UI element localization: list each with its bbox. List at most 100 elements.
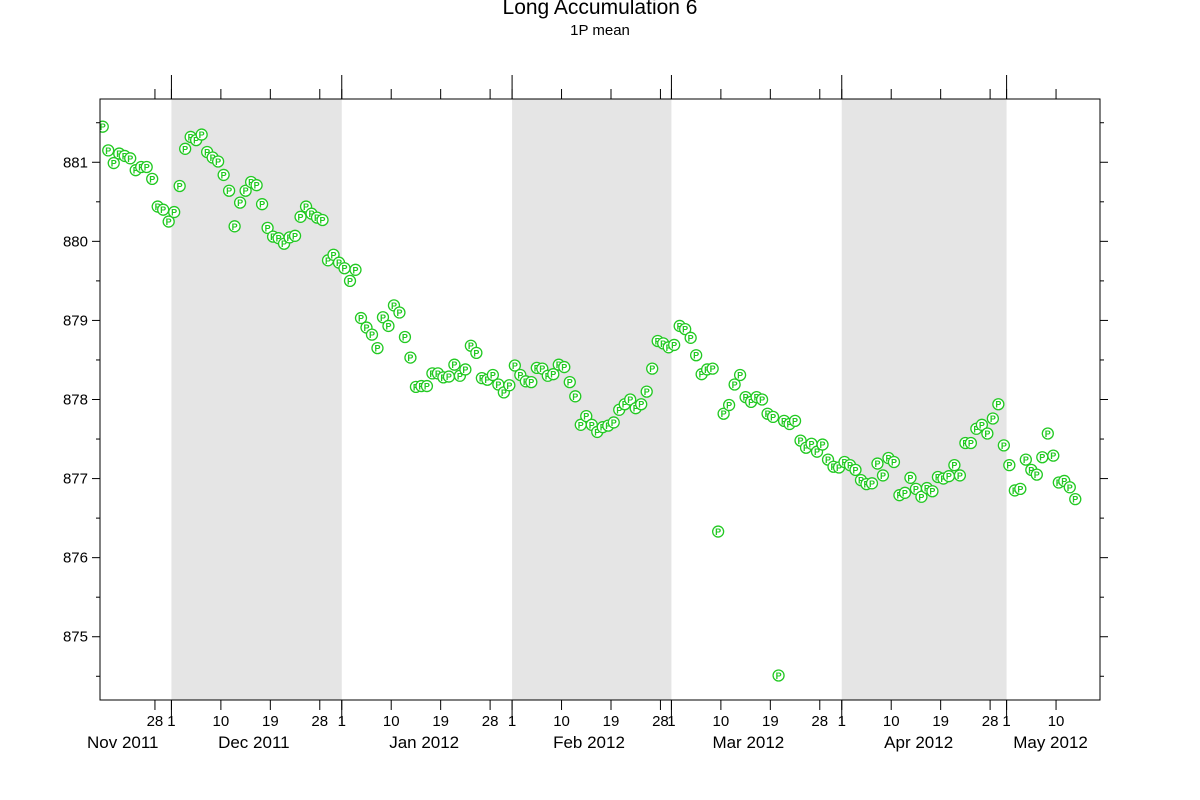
data-point: P (574, 418, 587, 431)
data-point-marker: P (649, 364, 655, 374)
data-point-marker: P (243, 186, 249, 196)
data-point-marker: P (281, 239, 287, 249)
data-point-marker: P (210, 153, 216, 163)
x-tick-label: 1 (838, 713, 846, 730)
data-point-marker: P (171, 208, 177, 218)
data-point-marker: P (550, 370, 556, 380)
y-tick-label: 876 (63, 550, 88, 567)
x-month-label: Feb 2012 (553, 733, 625, 752)
data-point-marker: P (907, 473, 913, 483)
data-point-marker: P (561, 363, 567, 373)
data-point-marker: P (105, 146, 111, 156)
data-point-marker: P (929, 487, 935, 497)
data-point: P (706, 362, 719, 375)
data-point-marker: P (1017, 484, 1023, 494)
data-point: P (459, 363, 472, 376)
data-point: P (1014, 482, 1027, 496)
data-point: P (162, 215, 175, 228)
data-point: P (354, 311, 368, 325)
data-point: P (624, 393, 637, 406)
x-tick-label: 28 (147, 713, 164, 730)
y-tick-label: 879 (63, 312, 88, 329)
data-point: P (157, 203, 170, 216)
data-point: P (525, 375, 538, 389)
data-point-marker: P (484, 375, 490, 385)
data-point: P (398, 330, 412, 344)
data-point-marker: P (133, 166, 139, 176)
data-point: P (640, 385, 653, 398)
data-point-marker: P (803, 443, 809, 453)
x-month-label: Dec 2011 (218, 733, 290, 752)
data-point-marker: P (396, 308, 402, 318)
x-tick-label: 1 (338, 713, 346, 730)
data-point-marker: P (869, 479, 875, 489)
x-tick-label: 10 (383, 713, 400, 730)
data-point-marker: P (1006, 461, 1012, 471)
x-tick-label: 28 (982, 713, 999, 730)
plot-frame (99, 98, 1101, 701)
data-point: P (547, 368, 560, 381)
data-point: P (788, 414, 802, 428)
data-point-marker: P (199, 130, 205, 140)
data-point-marker: P (732, 380, 738, 390)
data-point: P (898, 486, 912, 499)
data-point-marker: P (874, 459, 880, 469)
data-point-marker: P (627, 395, 633, 405)
data-point-marker: P (918, 492, 924, 502)
y-tick-label: 880 (63, 233, 88, 250)
data-point: P (728, 378, 741, 391)
data-point: P (503, 379, 516, 392)
data-point-marker: P (358, 314, 364, 324)
y-tick-label: 875 (63, 629, 88, 646)
data-point-marker: P (957, 471, 963, 481)
data-point-marker: P (385, 321, 391, 331)
data-point: P (646, 362, 659, 375)
data-point-marker: P (127, 154, 133, 164)
x-tick-label: 28 (482, 713, 499, 730)
data-point-marker: P (473, 348, 479, 358)
data-point: P (365, 328, 379, 341)
data-point-marker: P (402, 333, 408, 343)
data-point: P (233, 196, 247, 209)
data-point: P (569, 390, 582, 403)
data-point: P (140, 160, 153, 174)
data-point-marker: P (457, 371, 463, 381)
data-point-marker: P (182, 144, 188, 154)
data-point-marker: P (737, 370, 743, 380)
data-point-marker: P (435, 369, 441, 379)
data-point-marker: P (259, 200, 265, 210)
data-point: P (371, 341, 384, 355)
data-point: P (228, 220, 241, 233)
data-point: P (316, 213, 329, 227)
data-point-marker: P (885, 454, 891, 464)
data-point-marker: P (309, 209, 315, 219)
x-tick-label: 10 (1048, 713, 1065, 730)
data-point-marker: P (726, 401, 732, 411)
data-point: P (668, 338, 681, 352)
data-point: P (953, 469, 967, 482)
data-point: P (250, 179, 263, 192)
data-point: P (722, 398, 736, 412)
data-point-marker: P (501, 388, 507, 398)
data-point: P (849, 463, 862, 477)
data-point-marker: P (495, 380, 501, 390)
data-point: P (173, 179, 186, 193)
x-tick-label: 19 (932, 713, 949, 730)
data-point-marker: P (512, 361, 518, 371)
data-point-marker: P (682, 325, 688, 335)
data-point-marker: P (1028, 465, 1034, 475)
data-point: P (376, 311, 390, 324)
data-point-marker: P (814, 447, 820, 457)
data-point: P (393, 306, 406, 319)
x-tick-label: 1 (167, 713, 175, 730)
data-point-marker: P (660, 339, 666, 349)
data-point: P (766, 410, 780, 424)
data-point-marker: P (721, 409, 727, 419)
data-point-marker: P (902, 488, 908, 498)
data-point: P (195, 128, 208, 141)
axes: 28 1 10 19 28 1 10 19 28 1 10 19 281 10 19 28 1 10 19 28 1 10… (63, 75, 1108, 752)
data-point-marker: P (589, 420, 595, 430)
shaded-month-band (512, 99, 672, 700)
data-point-marker: P (858, 476, 864, 486)
shaded-month-band (841, 99, 1007, 700)
